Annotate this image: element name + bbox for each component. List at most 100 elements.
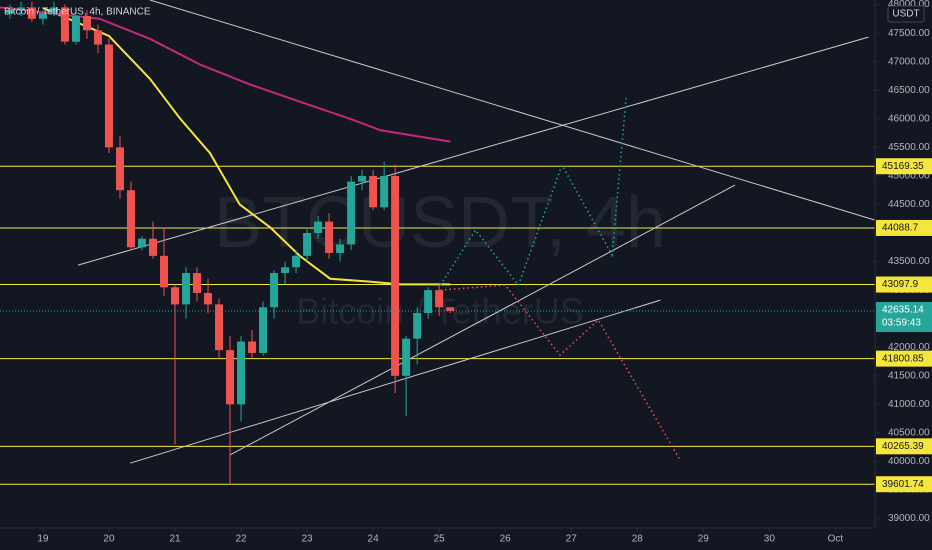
- candle-body: [192, 273, 201, 293]
- candle-body: [38, 13, 47, 19]
- y-tick-label: 42000.00: [888, 342, 930, 353]
- x-tick-label: 23: [302, 534, 314, 545]
- x-tick-label: 19: [37, 534, 49, 545]
- x-tick-label: 24: [368, 534, 380, 545]
- trend-line: [149, 0, 876, 221]
- candle-body: [60, 7, 69, 42]
- candle-body: [435, 290, 444, 308]
- candle-body: [49, 7, 58, 14]
- y-tick-label: 47000.00: [888, 56, 930, 67]
- x-tick-label: 27: [566, 534, 578, 545]
- y-tick-label: 44500.00: [888, 199, 930, 210]
- candle-body: [292, 255, 301, 268]
- level-label: 41800.85: [882, 353, 924, 364]
- last-price-box: [876, 301, 932, 332]
- candle-body: [413, 312, 422, 339]
- candle-body: [380, 175, 389, 208]
- moving-average: [42, 7, 451, 286]
- level-label: 40265.39: [882, 441, 924, 452]
- candle-body: [424, 290, 433, 313]
- x-tick-label: Oct: [828, 534, 844, 545]
- candle-body: [237, 341, 246, 405]
- candle-body: [82, 15, 91, 31]
- level-label: 39601.74: [882, 479, 924, 490]
- candle-body: [115, 147, 124, 191]
- y-tick-label: 43500.00: [888, 256, 930, 267]
- candle-body: [391, 175, 400, 376]
- candle-body: [314, 221, 323, 234]
- candle-body: [358, 175, 367, 182]
- candle-body: [16, 7, 25, 11]
- candle-body: [215, 304, 224, 351]
- y-tick-label: 40500.00: [888, 428, 930, 439]
- y-tick-label: 39000.00: [888, 513, 930, 524]
- currency-label: USDT: [892, 9, 919, 20]
- projection: [439, 98, 627, 287]
- x-tick-label: 21: [169, 534, 181, 545]
- level-label-box: [876, 276, 932, 293]
- y-tick-label: 46000.00: [888, 113, 930, 124]
- candle-body: [248, 341, 257, 353]
- candle-body: [104, 44, 113, 148]
- candle-body: [137, 238, 146, 248]
- x-tick-label: 30: [764, 534, 776, 545]
- projection: [440, 284, 681, 461]
- x-tick-label: 26: [500, 534, 512, 545]
- candle-body: [171, 287, 179, 305]
- y-tick-label: 47500.00: [888, 28, 930, 39]
- x-tick-label: 28: [632, 534, 644, 545]
- x-tick-label: 29: [698, 534, 710, 545]
- candle-body: [27, 7, 36, 19]
- candle-body: [159, 255, 168, 288]
- x-tick-label: 22: [235, 534, 247, 545]
- candle-body: [204, 292, 213, 305]
- candle-body: [303, 233, 312, 256]
- timer-label: 03:59:43: [882, 318, 921, 329]
- y-tick-label: 40000.00: [888, 456, 930, 467]
- watermark-symbol: BTCUSDT, 4h: [214, 183, 666, 263]
- candle-body: [446, 307, 455, 311]
- level-label-box: [876, 158, 932, 175]
- level-label-box: [876, 350, 932, 367]
- y-tick-label: 46500.00: [888, 85, 930, 96]
- candle-body: [270, 273, 279, 308]
- candle-body: [5, 10, 14, 14]
- axes: 39000.0039500.0040000.0040500.0041000.00…: [37, 0, 932, 545]
- y-tick-label: 41500.00: [888, 370, 930, 381]
- trend-line: [77, 36, 869, 266]
- level-label-box: [876, 219, 932, 236]
- last-price-label: 42635.14: [882, 305, 924, 316]
- y-tick-label: 41000.00: [888, 399, 930, 410]
- candle-body: [347, 181, 356, 245]
- candle-body: [402, 338, 411, 376]
- y-tick-label: 45500.00: [888, 142, 930, 153]
- chart-title: Bitcoin / TetherUS, 4h, BINANCE: [4, 7, 151, 18]
- candle-body: [369, 175, 378, 208]
- candle-body: [259, 307, 268, 353]
- candle-body: [226, 350, 235, 405]
- candle-body: [71, 15, 80, 42]
- plot-area: [0, 0, 876, 485]
- x-tick-label: 25: [434, 534, 446, 545]
- y-tick-label: 45000.00: [888, 171, 930, 182]
- level-label: 44088.7: [882, 223, 919, 234]
- y-tick-label: 48000.00: [888, 0, 930, 10]
- currency-box: [887, 5, 925, 23]
- candle-body: [281, 267, 290, 274]
- level-label-box: [876, 438, 932, 455]
- candle-body: [126, 190, 135, 248]
- candle-body: [182, 273, 191, 305]
- candle-body: [325, 221, 334, 254]
- moving-average: [0, 6, 451, 143]
- level-label: 43097.9: [882, 279, 919, 290]
- x-tick-label: 20: [103, 534, 115, 545]
- trend-line: [229, 184, 736, 456]
- candle-body: [93, 30, 102, 45]
- candle-body: [149, 238, 158, 256]
- level-label: 45169.35: [882, 161, 924, 172]
- candle-body: [336, 244, 345, 254]
- level-label-box: [876, 476, 932, 493]
